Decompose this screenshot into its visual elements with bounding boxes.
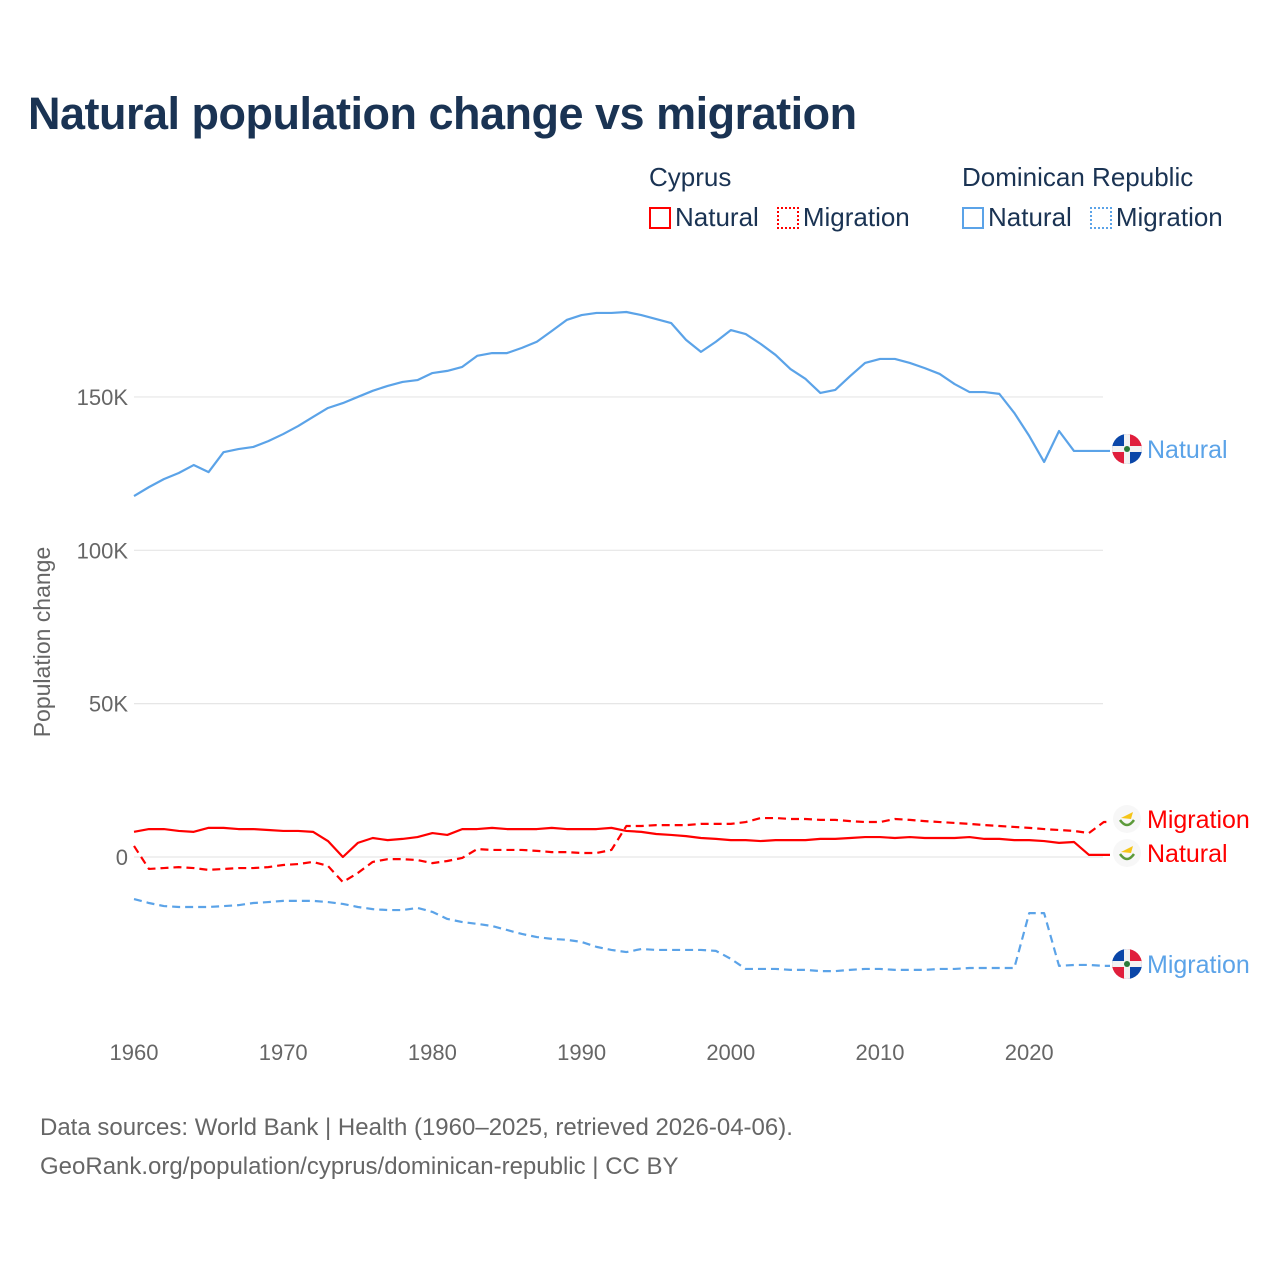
series-line-cyprus-migration[interactable] bbox=[133, 816, 1110, 884]
y-axis-label: Population change bbox=[29, 547, 55, 738]
cyprus-flag-icon bbox=[1113, 805, 1141, 833]
footer: Data sources: World Bank | Health (1960–… bbox=[40, 1108, 793, 1186]
legend-group-cyprus: Cyprus Natural Migration bbox=[649, 162, 910, 233]
y-tick-label: 50K bbox=[89, 692, 128, 717]
series-line-cyprus-natural[interactable] bbox=[133, 826, 1110, 859]
y-tick-label: 150K bbox=[77, 385, 129, 410]
series-line-dominican-republic-natural[interactable] bbox=[133, 310, 1110, 497]
dominican-republic-flag-icon bbox=[1112, 949, 1142, 979]
legend-item-cyprus-natural[interactable]: Natural bbox=[649, 202, 759, 233]
legend-group-title: Dominican Republic bbox=[962, 162, 1194, 192]
series-end-label: Natural bbox=[1147, 840, 1228, 868]
solid-swatch-icon bbox=[649, 206, 671, 229]
legend-label: Natural bbox=[675, 202, 759, 232]
solid-swatch-icon bbox=[962, 206, 984, 229]
chart-title: Natural population change vs migration bbox=[28, 88, 857, 139]
legend-label: Migration bbox=[802, 202, 910, 232]
series-line-dominican-republic-migration[interactable] bbox=[133, 897, 1110, 973]
legend-item-dr-natural[interactable]: Natural bbox=[962, 202, 1072, 233]
cyprus-flag-icon bbox=[1113, 839, 1141, 867]
series-end-label: Natural bbox=[1147, 436, 1228, 464]
dominican-republic-flag-icon bbox=[1112, 434, 1142, 464]
x-tick-label: 2020 bbox=[1005, 1040, 1054, 1065]
legend-group-title: Cyprus bbox=[649, 162, 732, 192]
legend-group-dominican-republic: Dominican Republic Natural Migration bbox=[962, 162, 1223, 233]
x-tick-label: 1980 bbox=[408, 1040, 457, 1065]
legend-label: Migration bbox=[1115, 202, 1223, 232]
legend-label: Natural bbox=[988, 202, 1072, 232]
y-tick-label: 0 bbox=[116, 845, 128, 870]
series-end-label: Migration bbox=[1147, 806, 1250, 834]
footer-sources: Data sources: World Bank | Health (1960–… bbox=[40, 1114, 793, 1141]
legend-item-dr-migration[interactable]: Migration bbox=[1089, 202, 1223, 233]
x-tick-label: 1990 bbox=[557, 1040, 606, 1065]
series-end-label: Migration bbox=[1147, 951, 1250, 979]
x-tick-label: 2010 bbox=[856, 1040, 905, 1065]
x-tick-label: 2000 bbox=[706, 1040, 755, 1065]
y-tick-label: 100K bbox=[77, 538, 129, 563]
x-tick-label: 1960 bbox=[110, 1040, 159, 1065]
footer-attribution: GeoRank.org/population/cyprus/dominican-… bbox=[40, 1153, 679, 1180]
dotted-swatch-icon bbox=[1089, 206, 1112, 229]
legend-item-cyprus-migration[interactable]: Migration bbox=[776, 202, 910, 233]
dotted-swatch-icon bbox=[776, 206, 799, 229]
x-tick-label: 1970 bbox=[259, 1040, 308, 1065]
